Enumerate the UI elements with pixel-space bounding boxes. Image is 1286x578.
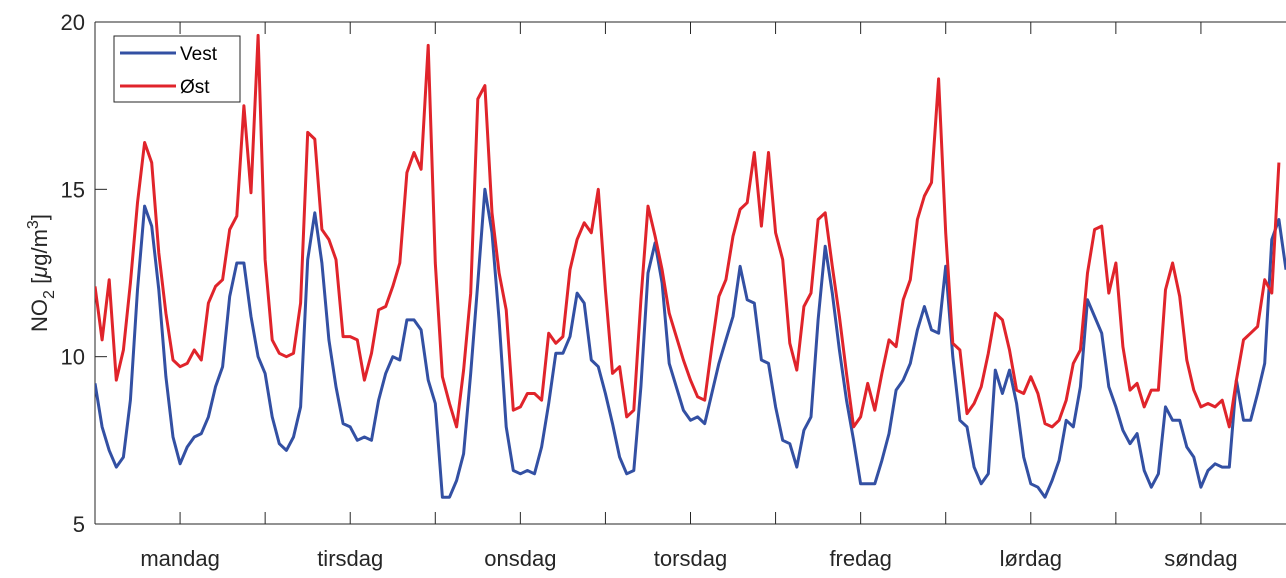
y-tick-label: 20 — [61, 10, 85, 35]
y-tick-label: 15 — [61, 177, 85, 202]
day-label: mandag — [140, 546, 220, 571]
day-label: onsdag — [484, 546, 556, 571]
series-lines — [95, 33, 1286, 499]
day-label: torsdag — [654, 546, 727, 571]
day-label: tirsdag — [317, 546, 383, 571]
series-line-vest — [95, 187, 1286, 499]
day-label: lørdag — [1000, 546, 1062, 571]
day-label: fredag — [829, 546, 891, 571]
axis-labels: 5 10 15 20 mandag tirsdag onsdag torsdag fredag l… — [61, 10, 1238, 571]
y-tick-label: 10 — [61, 345, 85, 370]
series-line-øst — [95, 33, 1281, 429]
y-axis-label: NO2 [μg/m3] — [25, 214, 58, 332]
legend-box — [113, 35, 241, 103]
legend-label-vest: Vest — [180, 44, 218, 65]
legend-label-ost: Øst — [180, 77, 210, 98]
day-label: søndag — [1164, 546, 1237, 571]
y-tick-label: 5 — [73, 512, 85, 537]
axes — [94, 21, 1286, 525]
legend: Vest Øst — [113, 35, 241, 103]
